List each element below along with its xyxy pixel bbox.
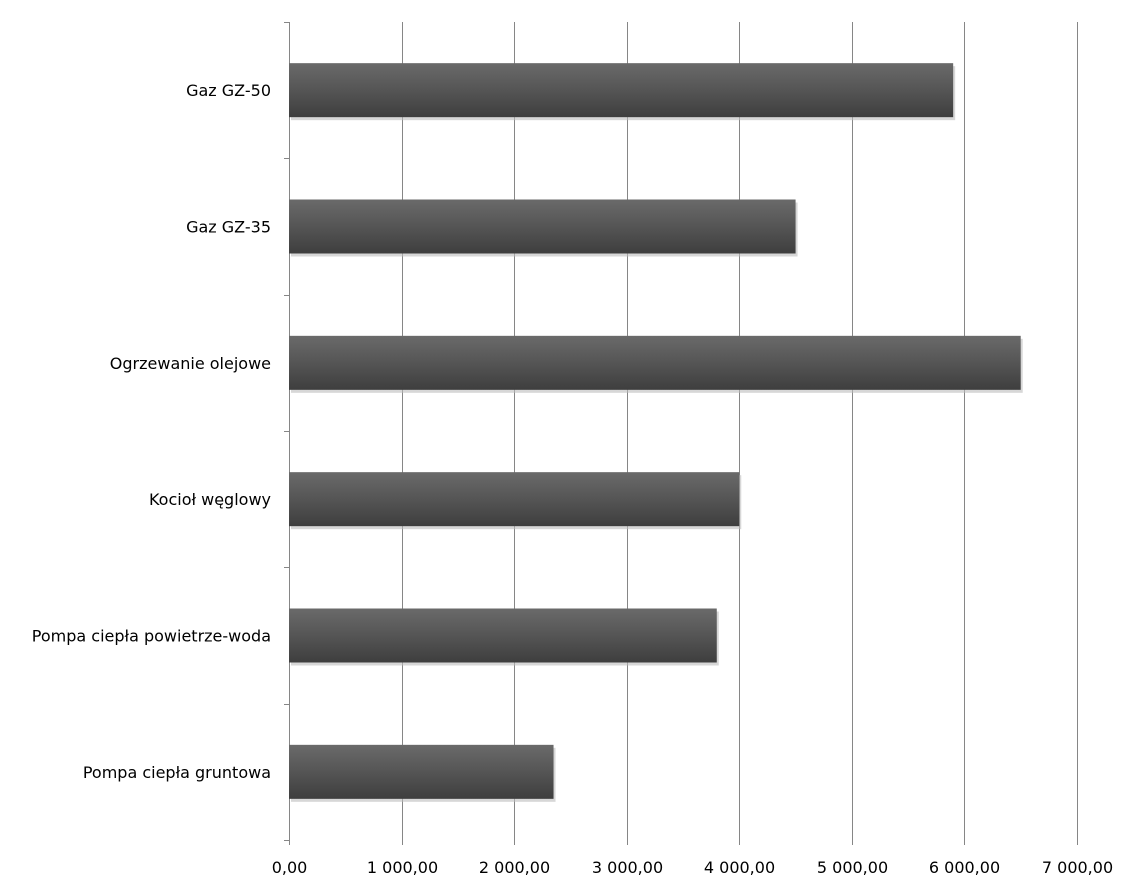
x-tick-label-6: 6 000,00 <box>929 858 1000 877</box>
category-label-1: Gaz GZ-35 <box>186 218 271 237</box>
x-tick-label-7: 7 000,00 <box>1042 858 1113 877</box>
category-label-0: Gaz GZ-50 <box>186 81 271 100</box>
category-label-4: Pompa ciepła powietrze-woda <box>32 627 271 646</box>
x-tick-label-0: 0,00 <box>272 858 308 877</box>
bar-2 <box>289 335 1021 390</box>
category-label-2: Ogrzewanie olejowe <box>110 354 271 373</box>
bar-3 <box>289 472 740 527</box>
bar-4 <box>289 608 717 663</box>
x-tick-label-5: 5 000,00 <box>817 858 888 877</box>
bar-layer <box>289 63 1023 802</box>
axis-layer <box>284 22 1078 845</box>
bar-5 <box>289 744 554 799</box>
bar-1 <box>289 199 796 254</box>
category-label-5: Pompa ciepła gruntowa <box>83 763 271 782</box>
x-tick-label-4: 4 000,00 <box>704 858 775 877</box>
x-tick-label-1: 1 000,00 <box>367 858 438 877</box>
grid-layer <box>402 22 1078 840</box>
label-layer: 0,00 1 000,00 2 000,00 3 000,00 4 000,00 5 00… <box>32 81 1113 877</box>
x-tick-label-2: 2 000,00 <box>479 858 550 877</box>
category-label-3: Kocioł węglowy <box>149 490 271 509</box>
x-tick-label-3: 3 000,00 <box>592 858 663 877</box>
bar-0 <box>289 63 954 118</box>
